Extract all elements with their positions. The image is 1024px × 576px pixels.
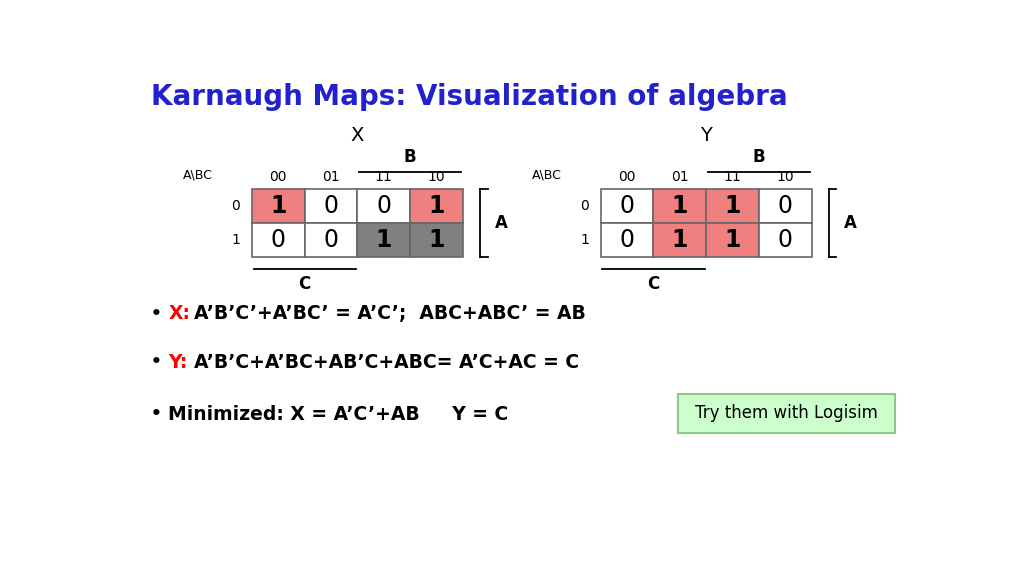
- Text: C: C: [299, 275, 311, 293]
- Text: 01: 01: [671, 170, 688, 184]
- Bar: [305, 190, 357, 223]
- Text: 1: 1: [428, 194, 444, 218]
- Bar: [252, 190, 305, 223]
- Text: 0: 0: [324, 228, 339, 252]
- Text: X: X: [350, 126, 365, 145]
- Text: 1: 1: [724, 194, 740, 218]
- Text: B: B: [753, 148, 765, 166]
- Text: 0: 0: [777, 194, 793, 218]
- Text: 00: 00: [618, 170, 636, 184]
- Text: 0: 0: [581, 199, 589, 213]
- Text: 0: 0: [324, 194, 339, 218]
- Bar: [357, 223, 410, 257]
- Bar: [653, 190, 707, 223]
- Bar: [410, 190, 463, 223]
- Text: A\BC: A\BC: [532, 169, 562, 181]
- Text: 0: 0: [777, 228, 793, 252]
- Bar: [252, 223, 305, 257]
- Text: 1: 1: [672, 228, 688, 252]
- Text: A\BC: A\BC: [183, 169, 213, 181]
- Text: 1: 1: [581, 233, 589, 247]
- Bar: [707, 223, 759, 257]
- Text: C: C: [647, 275, 659, 293]
- Text: •: •: [150, 404, 163, 424]
- Text: Try them with Logisim: Try them with Logisim: [695, 404, 879, 422]
- Text: 11: 11: [375, 170, 392, 184]
- Text: X:: X:: [168, 305, 190, 324]
- Text: A’B’C+A’BC+AB’C+ABC= A’C+AC = C: A’B’C+A’BC+AB’C+ABC= A’C+AC = C: [194, 353, 579, 372]
- Bar: [601, 223, 653, 257]
- Text: A: A: [844, 214, 857, 232]
- Text: 1: 1: [428, 228, 444, 252]
- Text: 1: 1: [672, 194, 688, 218]
- Text: Minimized: X = A’C’+AB     Y = C: Minimized: X = A’C’+AB Y = C: [168, 404, 509, 423]
- Bar: [707, 190, 759, 223]
- Text: A: A: [496, 214, 508, 232]
- Bar: [601, 190, 653, 223]
- Text: 11: 11: [724, 170, 741, 184]
- FancyBboxPatch shape: [678, 394, 895, 433]
- Text: •: •: [150, 304, 163, 324]
- Text: 1: 1: [376, 228, 392, 252]
- Text: 0: 0: [376, 194, 391, 218]
- Text: Karnaugh Maps: Visualization of algebra: Karnaugh Maps: Visualization of algebra: [152, 83, 787, 111]
- Text: 1: 1: [231, 233, 241, 247]
- Text: 1: 1: [724, 228, 740, 252]
- Text: Y:: Y:: [168, 353, 187, 372]
- Text: 0: 0: [271, 228, 286, 252]
- Text: 0: 0: [231, 199, 241, 213]
- Text: 10: 10: [776, 170, 794, 184]
- Text: 0: 0: [620, 228, 635, 252]
- Text: 01: 01: [323, 170, 340, 184]
- Text: B: B: [403, 148, 417, 166]
- Text: 00: 00: [269, 170, 287, 184]
- Text: A’B’C’+A’BC’ = A’C’;  ABC+ABC’ = AB: A’B’C’+A’BC’ = A’C’; ABC+ABC’ = AB: [194, 305, 586, 324]
- Bar: [759, 223, 812, 257]
- Bar: [653, 223, 707, 257]
- Bar: [357, 190, 410, 223]
- Text: 0: 0: [620, 194, 635, 218]
- Bar: [410, 223, 463, 257]
- Text: •: •: [150, 353, 163, 373]
- Bar: [305, 223, 357, 257]
- Text: Y: Y: [700, 126, 712, 145]
- Text: 1: 1: [270, 194, 287, 218]
- Text: 10: 10: [428, 170, 445, 184]
- Bar: [759, 190, 812, 223]
